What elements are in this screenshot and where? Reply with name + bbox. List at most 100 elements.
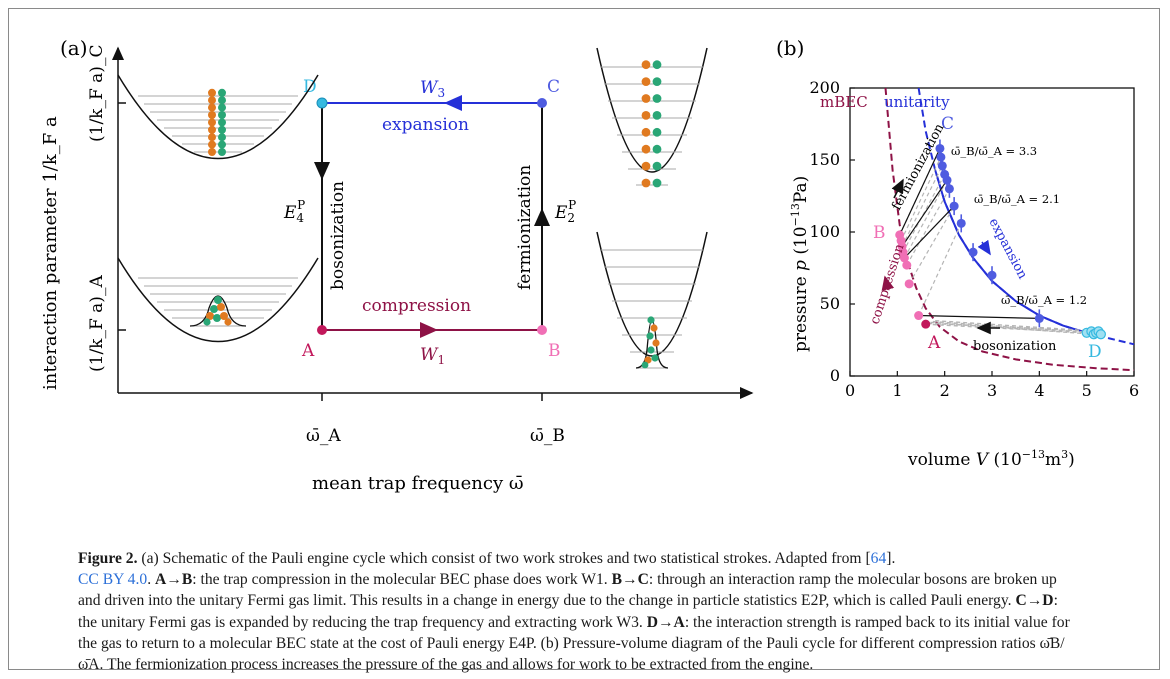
process-line — [918, 223, 962, 316]
process-line — [906, 188, 950, 266]
process-line — [918, 314, 1040, 319]
fermion-orange — [208, 125, 216, 134]
fermion-orange — [208, 133, 216, 142]
y-tick-c: (1/k_F a)_C — [87, 45, 107, 142]
point-b-label: B — [548, 341, 561, 361]
fermion-green — [652, 178, 662, 188]
fermion-green — [652, 94, 662, 103]
data-point-c — [968, 247, 978, 257]
fermion-orange — [641, 94, 651, 103]
fermion-green — [652, 127, 662, 137]
process-line — [901, 165, 943, 247]
y-tick-label: 100 — [809, 222, 840, 241]
fermion-green — [218, 118, 226, 127]
fermion-green — [652, 111, 662, 120]
plot-point-a: A — [927, 333, 941, 353]
unitarity-curve-label: unitarity — [884, 93, 950, 111]
fermion-green — [218, 88, 226, 97]
fermion-green — [218, 96, 226, 105]
fermion-orange — [641, 161, 651, 171]
trap-a-illustration — [117, 257, 319, 343]
point-d-marker — [316, 97, 328, 109]
fermionization-label: fermionization — [515, 165, 535, 290]
panel-b: (b) 0 1 2 3 4 5 6 0 50 100 150 200 mBEC unitarity C… — [776, 36, 1139, 470]
fermion-green — [218, 133, 226, 142]
compression-label: compression — [362, 296, 471, 316]
bosonization-line — [930, 321, 1094, 335]
fermion-orange — [208, 111, 216, 119]
point-a-marker — [317, 325, 327, 335]
panel-a: (a) interaction parameter 1/k_F a (1/k_F… — [40, 36, 754, 494]
fermion-orange — [208, 148, 216, 156]
y-tick-label: 50 — [820, 294, 840, 313]
process-line — [899, 148, 941, 236]
x-tick-label: 2 — [940, 381, 950, 400]
work-w1: W1 — [420, 345, 445, 367]
data-point-b — [899, 253, 909, 263]
plot-points — [895, 139, 1106, 340]
energy-e4: E4P — [283, 198, 305, 225]
bosonization-annotation: bosonization — [973, 339, 1057, 354]
y-tick-label: 150 — [809, 150, 840, 169]
bosonization-line — [935, 320, 1099, 333]
process-line — [903, 179, 948, 259]
x-tick-label: 5 — [1082, 381, 1092, 400]
fermion-green — [218, 111, 226, 119]
data-point-c — [935, 143, 945, 153]
figure-caption: Figure 2. (a) Schematic of the Pauli eng… — [78, 550, 1070, 674]
fermion-orange — [641, 127, 651, 137]
trap-d-illustration — [117, 74, 319, 160]
data-point-b — [902, 260, 912, 270]
mbec-curve-label: mBEC — [820, 93, 868, 111]
plot-point-c: C — [941, 114, 954, 134]
process-line — [901, 179, 948, 247]
x-tick-b: ω̄_B — [530, 426, 565, 446]
process-line — [908, 205, 955, 285]
plot-point-d: D — [1088, 342, 1102, 362]
mbec-curve — [884, 87, 1135, 372]
fermion-orange — [208, 96, 216, 105]
ratio-1-2-label: ω̄_B/ω̄_A = 1.2 — [1001, 293, 1087, 307]
process-line — [900, 156, 942, 241]
fermion-green — [652, 161, 662, 171]
fermion-green — [218, 148, 226, 156]
process-line — [904, 205, 955, 259]
fermion-orange — [208, 88, 216, 97]
fermion-orange — [641, 111, 651, 120]
panel-b-label: (b) — [776, 36, 804, 60]
point-c-marker — [537, 98, 547, 108]
y-tick-label: 0 — [830, 366, 840, 385]
caption-license-link[interactable]: CC BY 4.0 — [78, 571, 148, 589]
expansion-label: expansion — [382, 115, 469, 135]
fermion-green — [218, 125, 226, 134]
fermion-orange — [641, 178, 651, 188]
fermion-green — [218, 140, 226, 149]
bosonization-line — [932, 320, 1097, 334]
fermion-green — [652, 144, 662, 154]
trap-b-illustration — [596, 231, 708, 369]
compression-annotation: compression — [868, 242, 908, 327]
point-a-label: A — [301, 341, 315, 361]
fermion-orange — [208, 140, 216, 149]
data-point-c — [949, 201, 959, 211]
ratio-2-1-label: ω̄_B/ω̄_A = 2.1 — [974, 192, 1060, 206]
bosonization-line — [928, 322, 1092, 333]
data-point-d — [1095, 329, 1106, 340]
caption-ref-link[interactable]: 64 — [870, 550, 887, 567]
data-point-c — [1034, 313, 1044, 323]
trap-c-illustration — [596, 47, 708, 188]
fermion-orange — [208, 103, 216, 112]
point-c-label: C — [547, 77, 560, 97]
fermion-green — [652, 60, 662, 70]
panel-a-label: (a) — [60, 36, 88, 60]
data-point-b — [904, 279, 914, 289]
plot-ticks: 0 1 2 3 4 5 6 0 50 100 150 200 — [809, 78, 1139, 400]
y-axis-label: interaction parameter 1/k_F a — [40, 116, 61, 390]
x-tick-label: 3 — [987, 381, 997, 400]
data-point-c — [944, 184, 954, 194]
data-point-a — [921, 319, 931, 329]
fermion-green — [652, 77, 662, 86]
x-tick-label: 6 — [1129, 381, 1139, 400]
data-point-c — [987, 270, 997, 280]
